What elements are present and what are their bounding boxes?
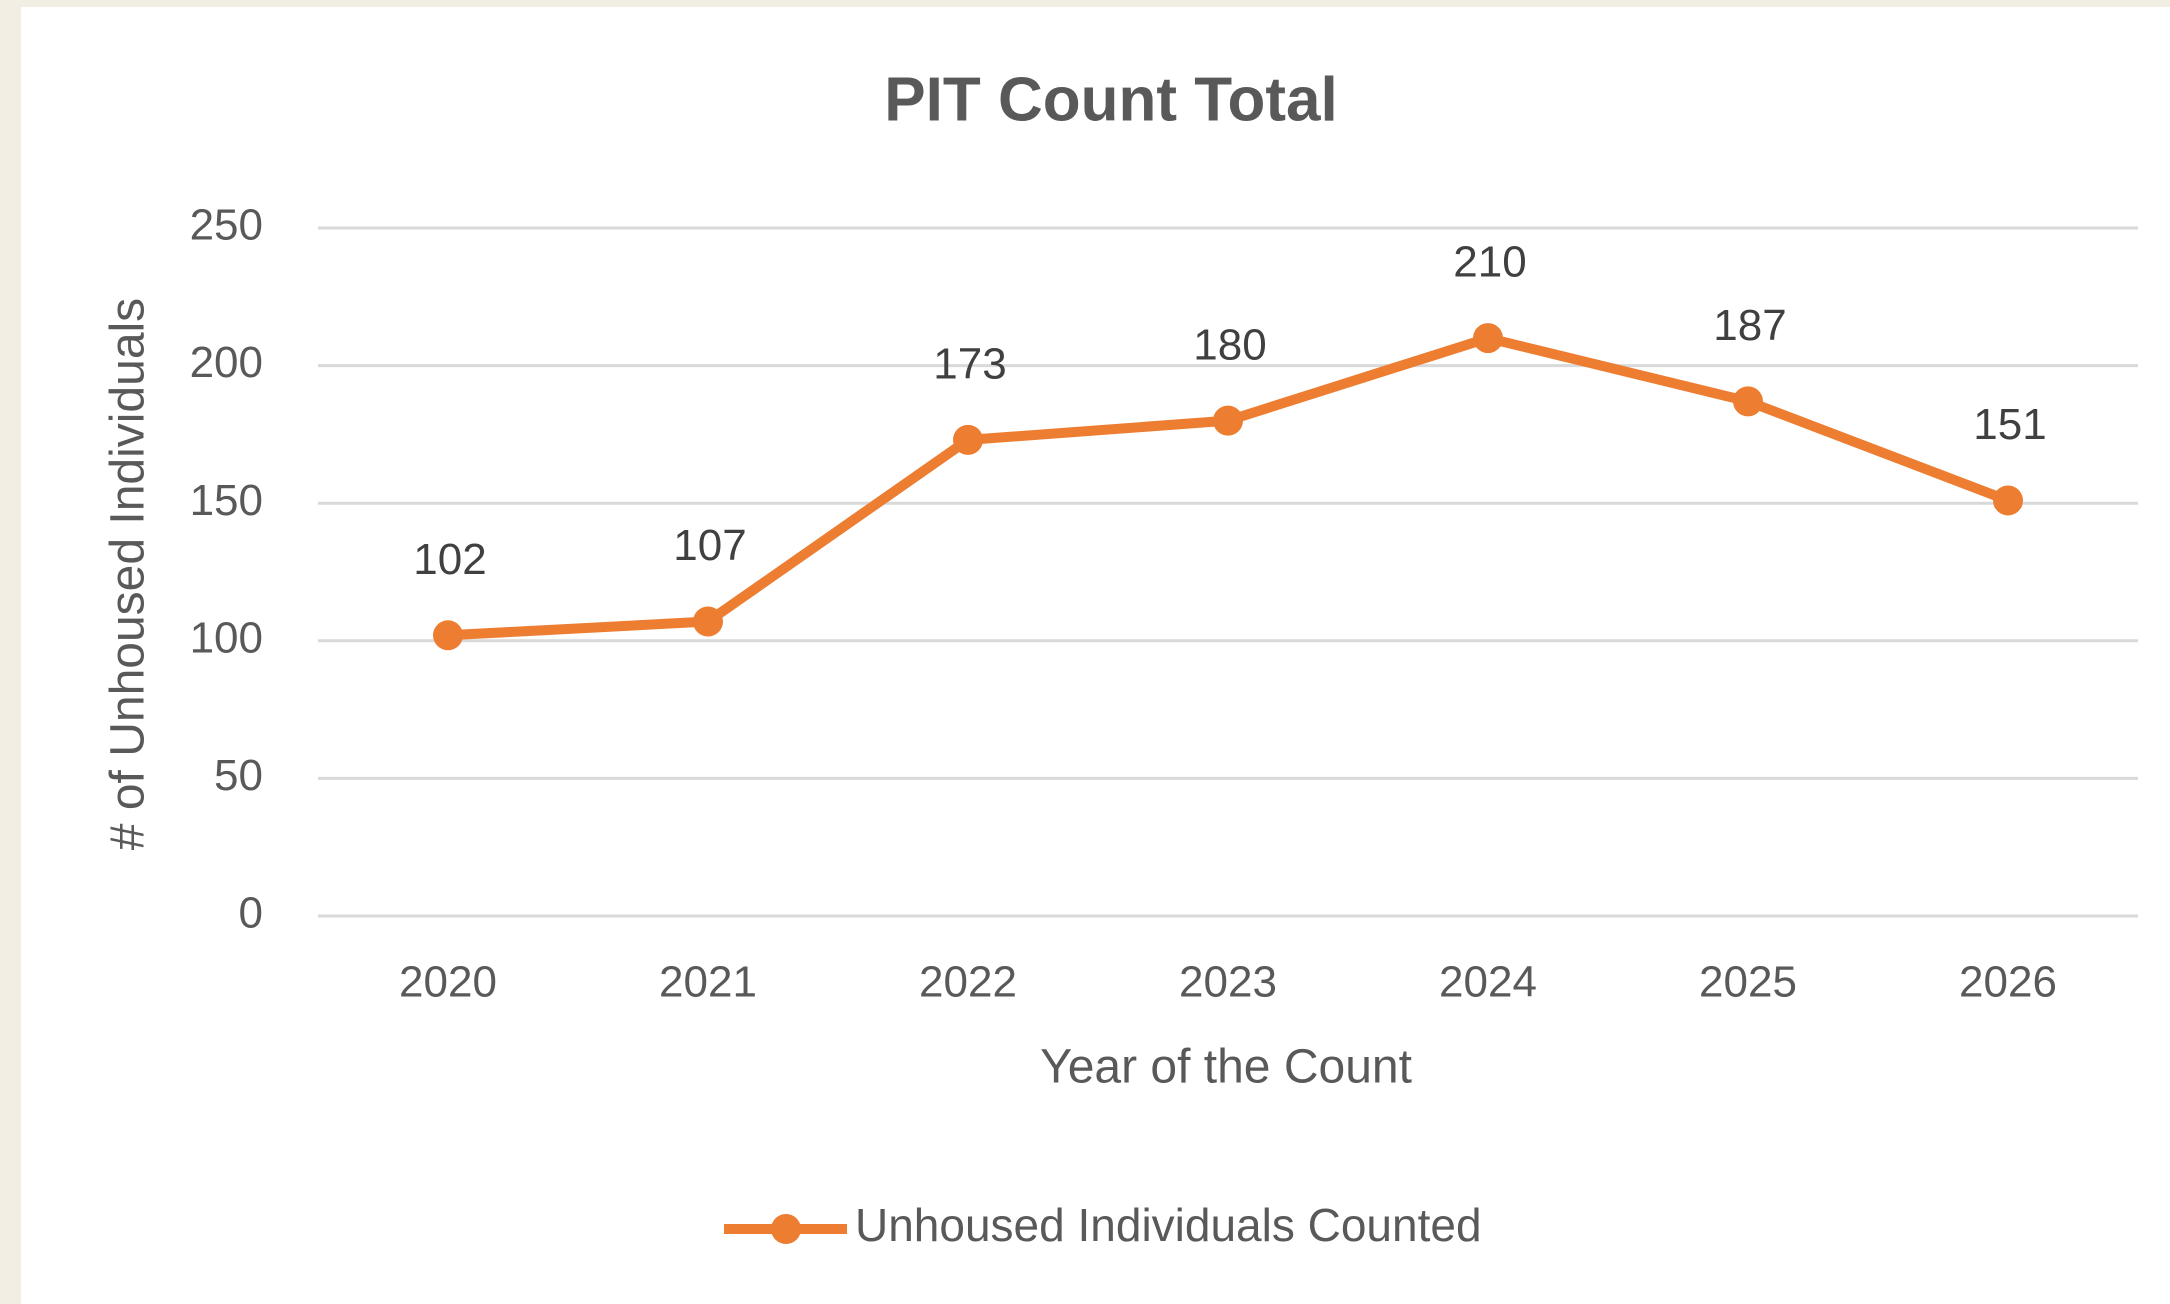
- data-point: [433, 620, 463, 651]
- data-point: [1473, 323, 1503, 354]
- y-tick-label: 50: [214, 751, 263, 800]
- data-point: [1213, 405, 1243, 436]
- x-tick-label: 2025: [1699, 958, 1797, 1007]
- chart-panel: [21, 7, 2170, 1304]
- y-tick-label: 150: [190, 476, 263, 525]
- y-tick-label: 100: [190, 613, 263, 662]
- legend-marker: [771, 1214, 801, 1244]
- y-tick-label: 200: [190, 338, 263, 387]
- data-label: 173: [933, 340, 1006, 389]
- data-point: [953, 424, 983, 455]
- data-label: 210: [1453, 238, 1526, 287]
- data-label: 151: [1973, 400, 2046, 449]
- data-label: 107: [673, 521, 746, 570]
- x-axis-label: Year of the Count: [1040, 1041, 1412, 1094]
- chart-title: PIT Count Total: [884, 65, 1337, 134]
- x-tick-label: 2022: [919, 958, 1017, 1007]
- x-tick-label: 2020: [399, 958, 497, 1007]
- x-tick-label: 2021: [659, 958, 757, 1007]
- y-tick-label: 0: [239, 889, 263, 938]
- data-point: [1733, 386, 1763, 417]
- data-label: 180: [1193, 320, 1266, 369]
- x-tick-label: 2026: [1959, 958, 2057, 1007]
- data-point: [1993, 485, 2023, 516]
- data-point: [693, 606, 723, 637]
- y-axis-label: # of Unhoused Individuals: [102, 298, 155, 850]
- x-tick-label: 2023: [1179, 958, 1277, 1007]
- x-tick-label: 2024: [1439, 958, 1537, 1007]
- y-tick-label: 250: [190, 201, 263, 250]
- legend-label: Unhoused Individuals Counted: [855, 1199, 1482, 1251]
- data-label: 102: [413, 535, 486, 584]
- data-label: 187: [1713, 301, 1786, 350]
